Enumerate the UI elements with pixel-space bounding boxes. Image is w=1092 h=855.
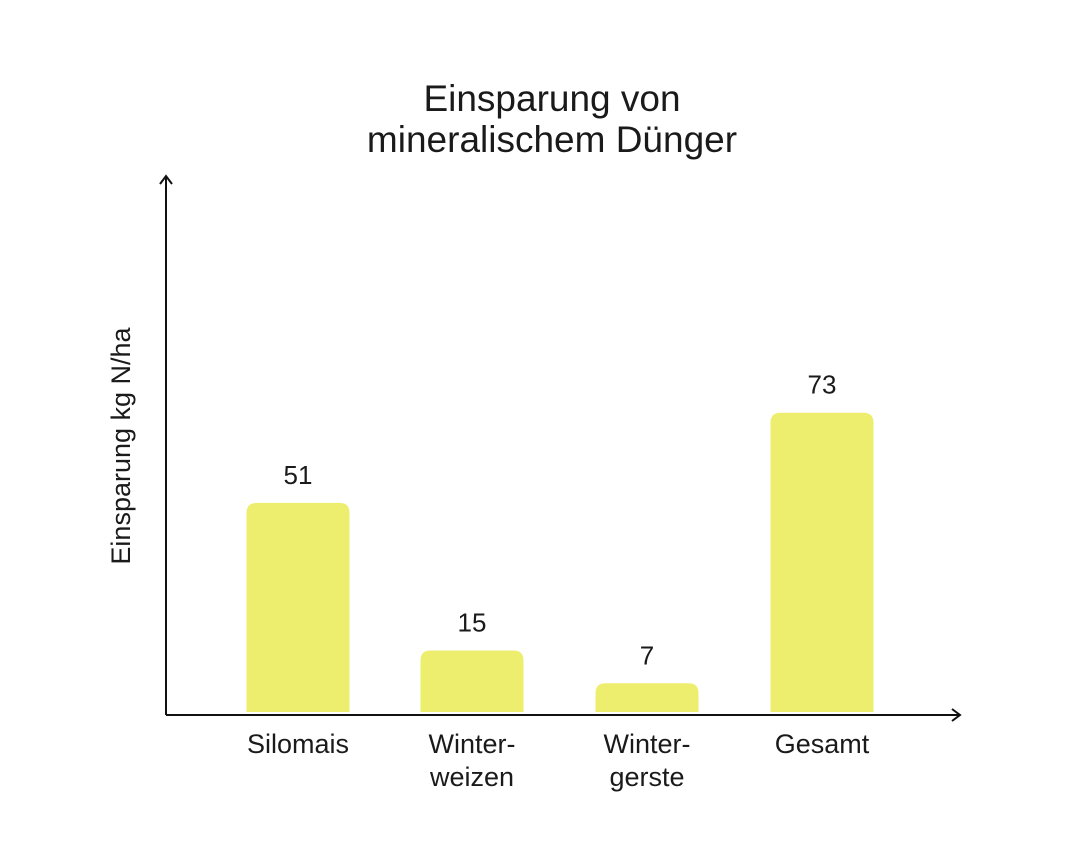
chart-title-line: Einsparung von <box>423 78 680 119</box>
data-label: 15 <box>458 608 487 638</box>
y-axis-arrow <box>159 174 173 185</box>
bar-0 <box>246 502 350 712</box>
x-tick-label: weizen <box>429 762 514 792</box>
bar-1 <box>420 650 524 712</box>
y-axis-label-group: Einsparung kg N/ha <box>106 326 136 564</box>
bars-group <box>246 412 874 712</box>
chart-title-line: mineralischem Dünger <box>367 119 737 160</box>
x-tick-label: Winter- <box>604 729 691 759</box>
data-label: 73 <box>808 370 837 400</box>
bar-2 <box>595 683 699 712</box>
data-labels-group: 51 15 7 73 <box>284 370 837 671</box>
data-label: 51 <box>284 460 313 490</box>
data-label: 7 <box>640 640 654 670</box>
bar-3 <box>770 412 874 712</box>
x-tick-label: Gesamt <box>775 729 870 759</box>
x-tick-label: gerste <box>609 762 684 792</box>
y-axis-label: Einsparung kg N/ha <box>106 326 136 564</box>
axes-group <box>159 174 962 722</box>
x-tick-label: Silomais <box>247 729 349 759</box>
x-axis-arrow <box>951 708 962 722</box>
x-tick-label: Winter- <box>429 729 516 759</box>
